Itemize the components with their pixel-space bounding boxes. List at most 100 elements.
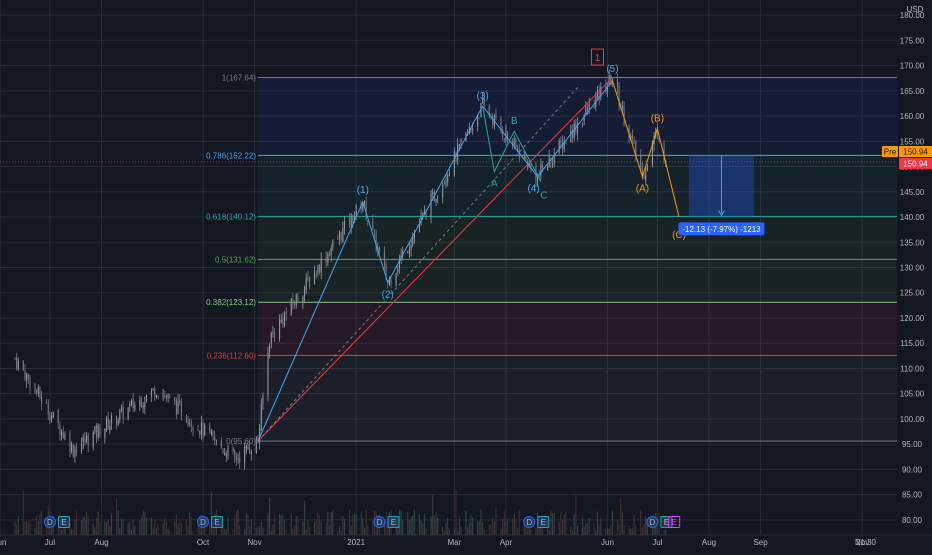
candle-body [363,200,366,203]
volume-bar [495,507,497,535]
candle-body [445,181,447,185]
volume-bar [433,515,435,535]
volume-bar [325,522,327,535]
volume-bar [72,530,74,535]
volume-bar [480,509,482,535]
volume-bar [37,521,39,535]
volume-bar [610,525,612,535]
fib-zone [257,355,897,442]
candle-body [495,114,497,118]
volume-bar [658,512,660,535]
volume-bar [120,518,123,535]
event-marker-letter: D [650,518,656,527]
volume-bar [210,492,212,535]
candle-body [94,426,96,432]
candle-body [212,432,214,436]
volume-bar [628,525,630,535]
time-tick: Mar [447,538,461,547]
volume-bar [477,521,479,535]
candle-body [483,99,485,106]
volume-bar [227,517,229,535]
candle-body [197,429,199,431]
candle-body [97,425,99,438]
volume-bar [262,527,264,535]
volume-bar [297,517,299,535]
candle-body [338,231,341,239]
price-tick: 115.00 [900,339,924,348]
candle-body [305,277,307,289]
price-tick: 125.00 [900,289,925,298]
volume-bar [164,517,166,535]
candle-body [180,401,182,417]
candle-body [608,74,610,85]
candle-body [95,425,98,437]
volume-bar [119,528,121,535]
time-axis-bg [0,535,932,550]
volume-bar [155,527,157,535]
volume-bar [169,530,171,535]
candle-body [482,99,484,104]
price-tick: 155.00 [900,137,925,146]
candle-body [350,213,352,228]
volume-bar [305,529,307,535]
candle-body [245,445,247,449]
volume-bar [209,524,211,535]
volume-bar [84,516,86,535]
candle-body [500,118,502,130]
candle-body [565,142,567,144]
volume-bar [109,525,111,535]
candle-body [164,396,166,398]
candle-body [119,410,121,420]
candle-body [280,320,282,322]
volume-bar [260,521,262,535]
candle-body [86,435,88,441]
event-marker-letter: D [526,518,532,527]
volume-bar [600,517,602,535]
candle-body [314,272,316,285]
volume-bar [235,511,237,535]
candle-body [563,140,565,149]
event-marker-letter: E [61,518,66,527]
volume-bar [623,525,625,535]
candle-body [640,155,642,172]
volume-bar [239,525,241,535]
candle-body [598,89,600,99]
corrective-abc-path [482,105,542,182]
candle-body [530,164,532,167]
volume-bar [71,529,73,535]
candle-body [260,404,262,431]
volume-bar [588,518,590,535]
candle-body [447,175,449,182]
volume-bar [410,516,412,535]
fib-level-label: 1(167.64) [222,74,257,83]
volume-bar [500,529,502,535]
volume-bar [328,525,331,535]
measure-tool: -12.13 (-7.97%) -1213 [0,155,897,236]
candle-body [618,85,620,106]
candle-body [320,258,322,273]
volume-bar [180,523,182,535]
volume-bar [267,513,269,535]
candle-body [267,352,269,397]
volume-bar [571,530,574,535]
candle-body [332,240,334,248]
candle-body [448,174,450,176]
candle-body [152,388,154,390]
candle-body [397,269,399,273]
candle-body [651,142,653,165]
candle-body [480,103,482,118]
volume-bar [505,520,507,535]
candle-body [41,397,43,404]
fib-level-label: 0.236(112.60) [207,351,257,360]
candle-body [512,140,514,147]
volume-bar [418,514,420,535]
candle-body [641,169,643,175]
volume-bar [593,522,595,535]
candle-body [282,318,284,326]
volume-bar [402,520,404,535]
volume-bar [130,529,133,535]
candle-body [142,404,144,409]
volume-bar [645,516,647,535]
